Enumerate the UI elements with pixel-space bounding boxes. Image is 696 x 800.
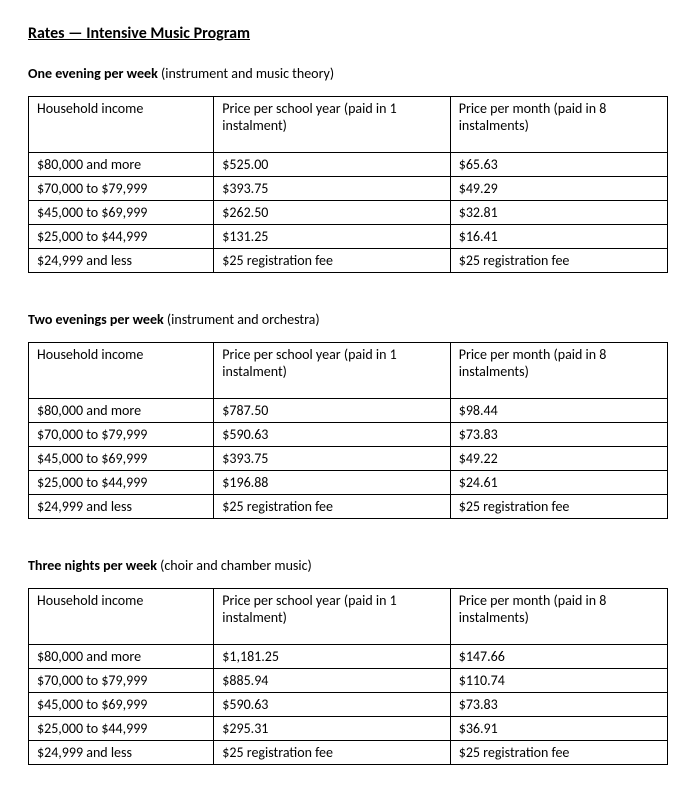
table-row: $25,000 to $44,999$295.31$36.91: [29, 717, 668, 741]
table-row: $70,000 to $79,999$393.75$49.29: [29, 177, 668, 201]
cell-income: $24,999 and less: [29, 495, 214, 519]
cell-year: $393.75: [214, 447, 450, 471]
column-header-income: Household income: [29, 343, 214, 399]
table-row: $24,999 and less$25 registration fee$25 …: [29, 495, 668, 519]
cell-month: $25 registration fee: [450, 495, 667, 519]
cell-month: $73.83: [450, 423, 667, 447]
cell-income: $25,000 to $44,999: [29, 717, 214, 741]
cell-income: $70,000 to $79,999: [29, 177, 214, 201]
table-header-row: Household incomePrice per school year (p…: [29, 589, 668, 645]
cell-income: $80,000 and more: [29, 153, 214, 177]
table-row: $80,000 and more$787.50$98.44: [29, 399, 668, 423]
table-header-row: Household incomePrice per school year (p…: [29, 97, 668, 153]
table-row: $25,000 to $44,999$196.88$24.61: [29, 471, 668, 495]
section-title: One evening per week (instrument and mus…: [28, 65, 668, 82]
table-row: $24,999 and less$25 registration fee$25 …: [29, 249, 668, 273]
cell-year: $25 registration fee: [214, 741, 450, 765]
cell-year: $131.25: [214, 225, 450, 249]
column-header-year: Price per school year (paid in 1 instalm…: [214, 589, 450, 645]
column-header-income: Household income: [29, 589, 214, 645]
table-row: $80,000 and more$1,181.25$147.66: [29, 645, 668, 669]
cell-month: $36.91: [450, 717, 667, 741]
cell-month: $73.83: [450, 693, 667, 717]
column-header-month: Price per month (paid in 8 instalments): [450, 97, 667, 153]
cell-year: $590.63: [214, 423, 450, 447]
cell-month: $49.29: [450, 177, 667, 201]
cell-year: $1,181.25: [214, 645, 450, 669]
cell-month: $25 registration fee: [450, 249, 667, 273]
cell-year: $885.94: [214, 669, 450, 693]
column-header-income: Household income: [29, 97, 214, 153]
table-row: $25,000 to $44,999$131.25$16.41: [29, 225, 668, 249]
cell-month: $65.63: [450, 153, 667, 177]
section-title-bold: One evening per week: [28, 65, 158, 82]
table-row: $45,000 to $69,999$590.63$73.83: [29, 693, 668, 717]
table-header-row: Household incomePrice per school year (p…: [29, 343, 668, 399]
cell-income: $80,000 and more: [29, 645, 214, 669]
section-title-rest: (instrument and orchestra): [164, 311, 320, 328]
cell-income: $25,000 to $44,999: [29, 225, 214, 249]
table-row: $70,000 to $79,999$885.94$110.74: [29, 669, 668, 693]
section-title: Two evenings per week (instrument and or…: [28, 311, 668, 328]
cell-month: $110.74: [450, 669, 667, 693]
table-row: $80,000 and more$525.00$65.63: [29, 153, 668, 177]
cell-month: $25 registration fee: [450, 741, 667, 765]
column-header-year: Price per school year (paid in 1 instalm…: [214, 343, 450, 399]
cell-income: $45,000 to $69,999: [29, 447, 214, 471]
cell-income: $45,000 to $69,999: [29, 693, 214, 717]
cell-year: $295.31: [214, 717, 450, 741]
column-header-month: Price per month (paid in 8 instalments): [450, 343, 667, 399]
cell-income: $70,000 to $79,999: [29, 669, 214, 693]
rates-table: Household incomePrice per school year (p…: [28, 96, 668, 273]
cell-year: $262.50: [214, 201, 450, 225]
cell-year: $25 registration fee: [214, 495, 450, 519]
section-title-rest: (choir and chamber music): [157, 557, 312, 574]
cell-income: $25,000 to $44,999: [29, 471, 214, 495]
table-row: $45,000 to $69,999$393.75$49.22: [29, 447, 668, 471]
cell-year: $525.00: [214, 153, 450, 177]
cell-month: $147.66: [450, 645, 667, 669]
page-title: Rates — Intensive Music Program: [28, 24, 668, 43]
section-title-bold: Three nights per week: [28, 557, 157, 574]
cell-income: $24,999 and less: [29, 249, 214, 273]
cell-year: $196.88: [214, 471, 450, 495]
cell-year: $25 registration fee: [214, 249, 450, 273]
table-row: $45,000 to $69,999$262.50$32.81: [29, 201, 668, 225]
section-title-rest: (instrument and music theory): [158, 65, 334, 82]
cell-month: $24.61: [450, 471, 667, 495]
cell-year: $393.75: [214, 177, 450, 201]
cell-income: $24,999 and less: [29, 741, 214, 765]
cell-income: $70,000 to $79,999: [29, 423, 214, 447]
section-title-bold: Two evenings per week: [28, 311, 164, 328]
table-row: $70,000 to $79,999$590.63$73.83: [29, 423, 668, 447]
cell-income: $45,000 to $69,999: [29, 201, 214, 225]
cell-month: $49.22: [450, 447, 667, 471]
section-title: Three nights per week (choir and chamber…: [28, 557, 668, 574]
cell-month: $32.81: [450, 201, 667, 225]
column-header-year: Price per school year (paid in 1 instalm…: [214, 97, 450, 153]
cell-year: $787.50: [214, 399, 450, 423]
table-row: $24,999 and less$25 registration fee$25 …: [29, 741, 668, 765]
cell-income: $80,000 and more: [29, 399, 214, 423]
rates-table: Household incomePrice per school year (p…: [28, 342, 668, 519]
cell-year: $590.63: [214, 693, 450, 717]
cell-month: $16.41: [450, 225, 667, 249]
column-header-month: Price per month (paid in 8 instalments): [450, 589, 667, 645]
cell-month: $98.44: [450, 399, 667, 423]
rates-table: Household incomePrice per school year (p…: [28, 588, 668, 765]
